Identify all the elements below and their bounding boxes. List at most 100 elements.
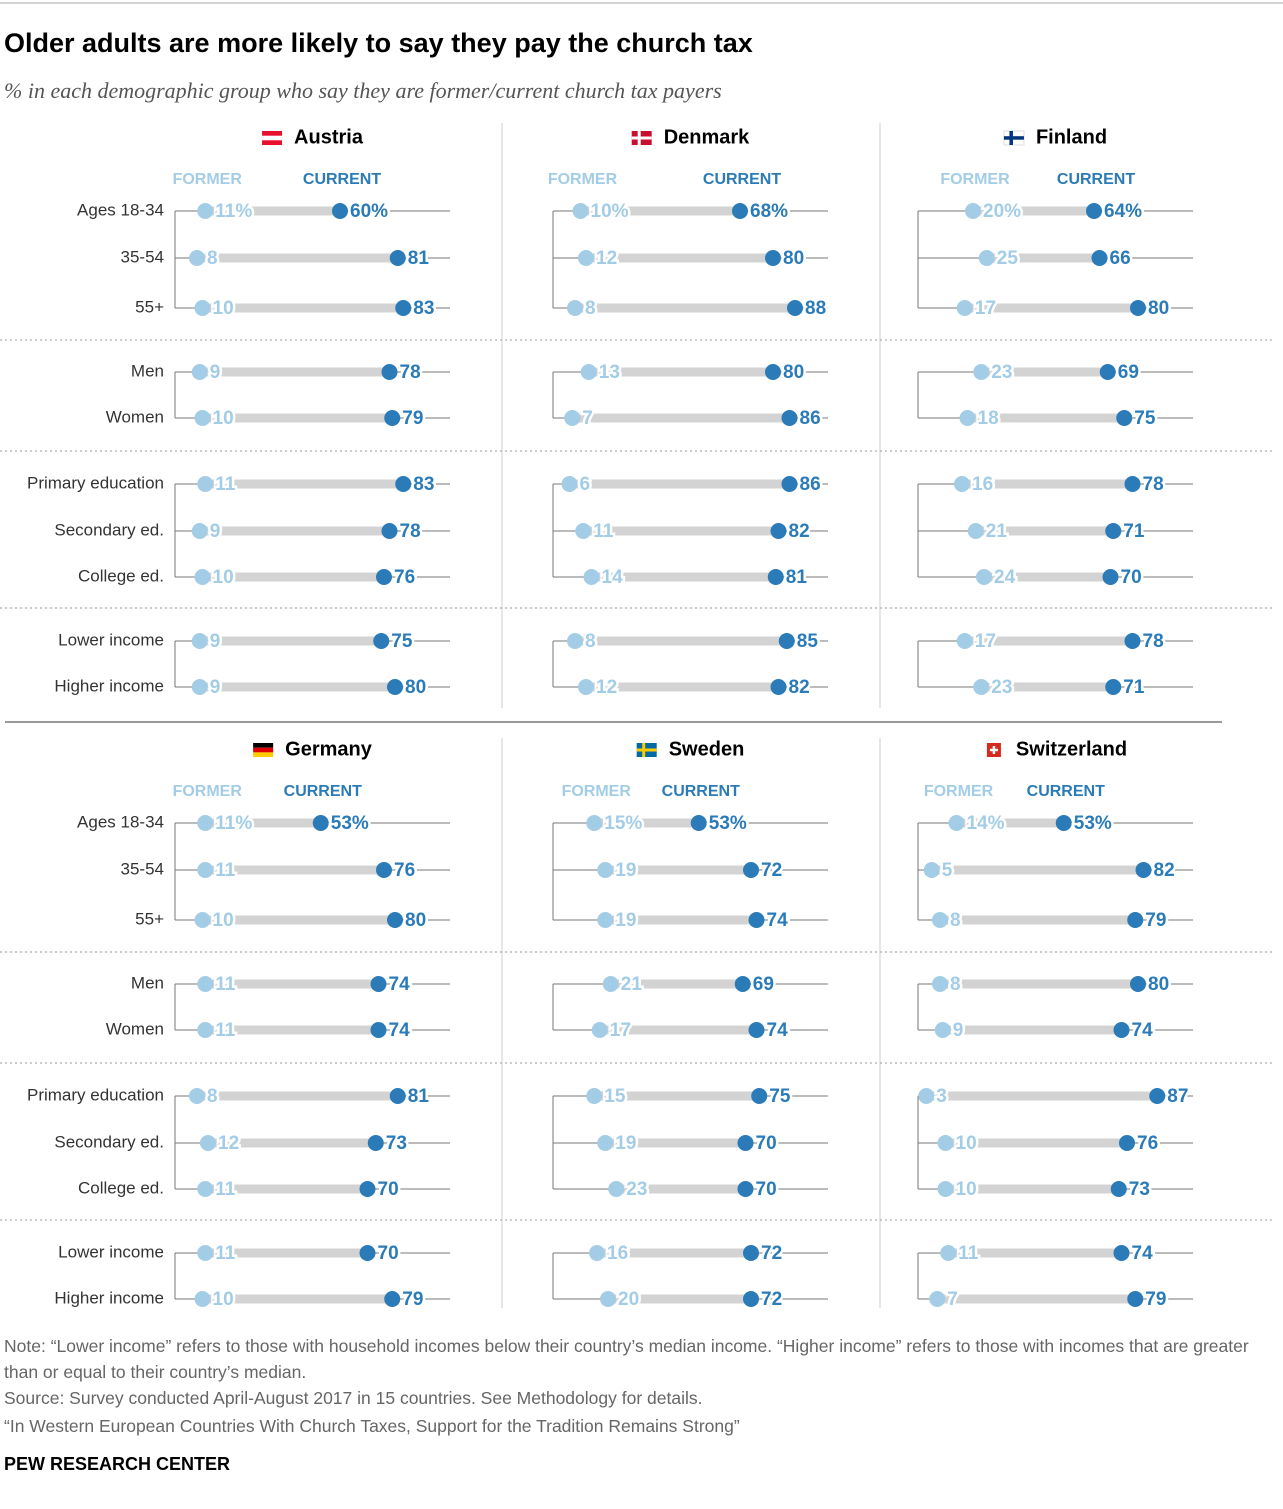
value-label: 8 xyxy=(207,1086,218,1107)
value-label: 78 xyxy=(1143,474,1164,495)
value-label: 11 xyxy=(215,974,236,995)
legend-label: FORMER xyxy=(562,783,632,800)
category-label: Lower income xyxy=(58,1242,164,1261)
legend-label: CURRENT xyxy=(303,171,381,188)
flag xyxy=(253,743,274,748)
former-dot xyxy=(973,679,990,695)
value-label: 6 xyxy=(580,474,591,495)
flag xyxy=(631,136,652,140)
value-label: 10 xyxy=(213,910,234,931)
current-dot xyxy=(389,1088,406,1104)
value-label: 80 xyxy=(783,362,804,383)
value-label: 11 xyxy=(215,1243,236,1264)
value-label: 11 xyxy=(215,860,236,881)
value-label: 70 xyxy=(378,1243,399,1264)
value-label: 74 xyxy=(767,910,789,931)
value-label: 20 xyxy=(618,1289,639,1310)
current-dot xyxy=(751,1088,768,1104)
flag xyxy=(1003,136,1024,140)
current-dot xyxy=(373,633,390,649)
former-dot xyxy=(956,633,973,649)
value-label: 19 xyxy=(615,910,636,931)
former-dot xyxy=(197,976,214,992)
value-label: 11 xyxy=(215,474,236,495)
current-dot xyxy=(743,1245,759,1261)
value-label: 5 xyxy=(942,860,953,881)
value-label: 70 xyxy=(756,1133,777,1154)
former-dot xyxy=(572,203,589,219)
value-label: 87 xyxy=(1167,1086,1188,1107)
former-dot xyxy=(602,976,619,992)
value-label: 69 xyxy=(753,974,774,995)
value-label: 74 xyxy=(1132,1243,1154,1264)
value-label: 85 xyxy=(797,631,819,652)
value-label: 14% xyxy=(967,813,1005,834)
value-label: 9 xyxy=(210,631,221,652)
current-dot xyxy=(1105,679,1122,695)
current-dot xyxy=(781,476,798,492)
value-label: 71 xyxy=(1123,677,1145,698)
current-dot xyxy=(743,862,759,878)
value-label: 74 xyxy=(1132,1020,1154,1041)
source: Source: Survey conducted April-August 20… xyxy=(4,1388,703,1408)
value-label: 75 xyxy=(1134,408,1156,429)
current-dot xyxy=(690,815,707,831)
former-dot xyxy=(575,523,592,539)
value-label: 15 xyxy=(604,1086,626,1107)
value-label: 3 xyxy=(936,1086,947,1107)
value-label: 12 xyxy=(218,1133,239,1154)
credit: PEW RESEARCH CENTER xyxy=(4,1454,231,1474)
current-dot xyxy=(1110,1181,1127,1197)
value-label: 83 xyxy=(413,474,434,495)
current-dot xyxy=(1127,1291,1144,1307)
value-label: 76 xyxy=(394,860,415,881)
flag xyxy=(253,752,274,757)
value-label: 88 xyxy=(805,298,826,319)
current-dot xyxy=(770,679,787,695)
current-dot xyxy=(1119,1135,1135,1151)
panel-title: Sweden xyxy=(669,738,745,760)
category-label: Ages 18-34 xyxy=(77,812,164,831)
former-dot xyxy=(932,912,948,928)
current-dot xyxy=(387,679,403,695)
value-label: 16 xyxy=(607,1243,628,1264)
former-dot xyxy=(583,569,600,585)
flag xyxy=(989,748,998,752)
legend-label: FORMER xyxy=(173,783,243,800)
current-dot xyxy=(359,1181,376,1197)
value-label: 11 xyxy=(215,1020,236,1041)
current-dot xyxy=(370,1022,387,1038)
value-label: 79 xyxy=(402,1289,423,1310)
former-dot xyxy=(197,1181,214,1197)
value-label: 83 xyxy=(413,298,434,319)
value-label: 10 xyxy=(213,567,234,588)
report-title: “In Western European Countries With Chur… xyxy=(4,1416,740,1436)
value-label: 72 xyxy=(761,1243,782,1264)
legend-label: CURRENT xyxy=(1027,783,1105,800)
value-label: 19 xyxy=(615,1133,636,1154)
value-label: 72 xyxy=(761,860,782,881)
value-label: 14 xyxy=(602,567,624,588)
current-dot xyxy=(1149,1088,1166,1104)
current-dot xyxy=(384,410,401,426)
former-dot xyxy=(578,679,594,695)
current-dot xyxy=(387,912,403,928)
legend-label: CURRENT xyxy=(662,783,740,800)
flag xyxy=(253,747,274,753)
current-dot xyxy=(389,250,406,266)
value-label: 79 xyxy=(1145,910,1166,931)
former-dot xyxy=(561,476,578,492)
former-dot xyxy=(589,1245,605,1261)
category-label: Men xyxy=(131,361,164,380)
value-label: 16 xyxy=(972,474,993,495)
category-label: Ages 18-34 xyxy=(77,200,164,219)
value-label: 7 xyxy=(947,1289,958,1310)
value-label: 64% xyxy=(1104,201,1142,222)
current-dot xyxy=(395,300,412,316)
category-label: Men xyxy=(131,973,164,992)
value-label: 66 xyxy=(1110,248,1131,269)
current-dot xyxy=(1099,364,1116,380)
legend-label: FORMER xyxy=(548,171,618,188)
value-label: 10% xyxy=(591,201,629,222)
